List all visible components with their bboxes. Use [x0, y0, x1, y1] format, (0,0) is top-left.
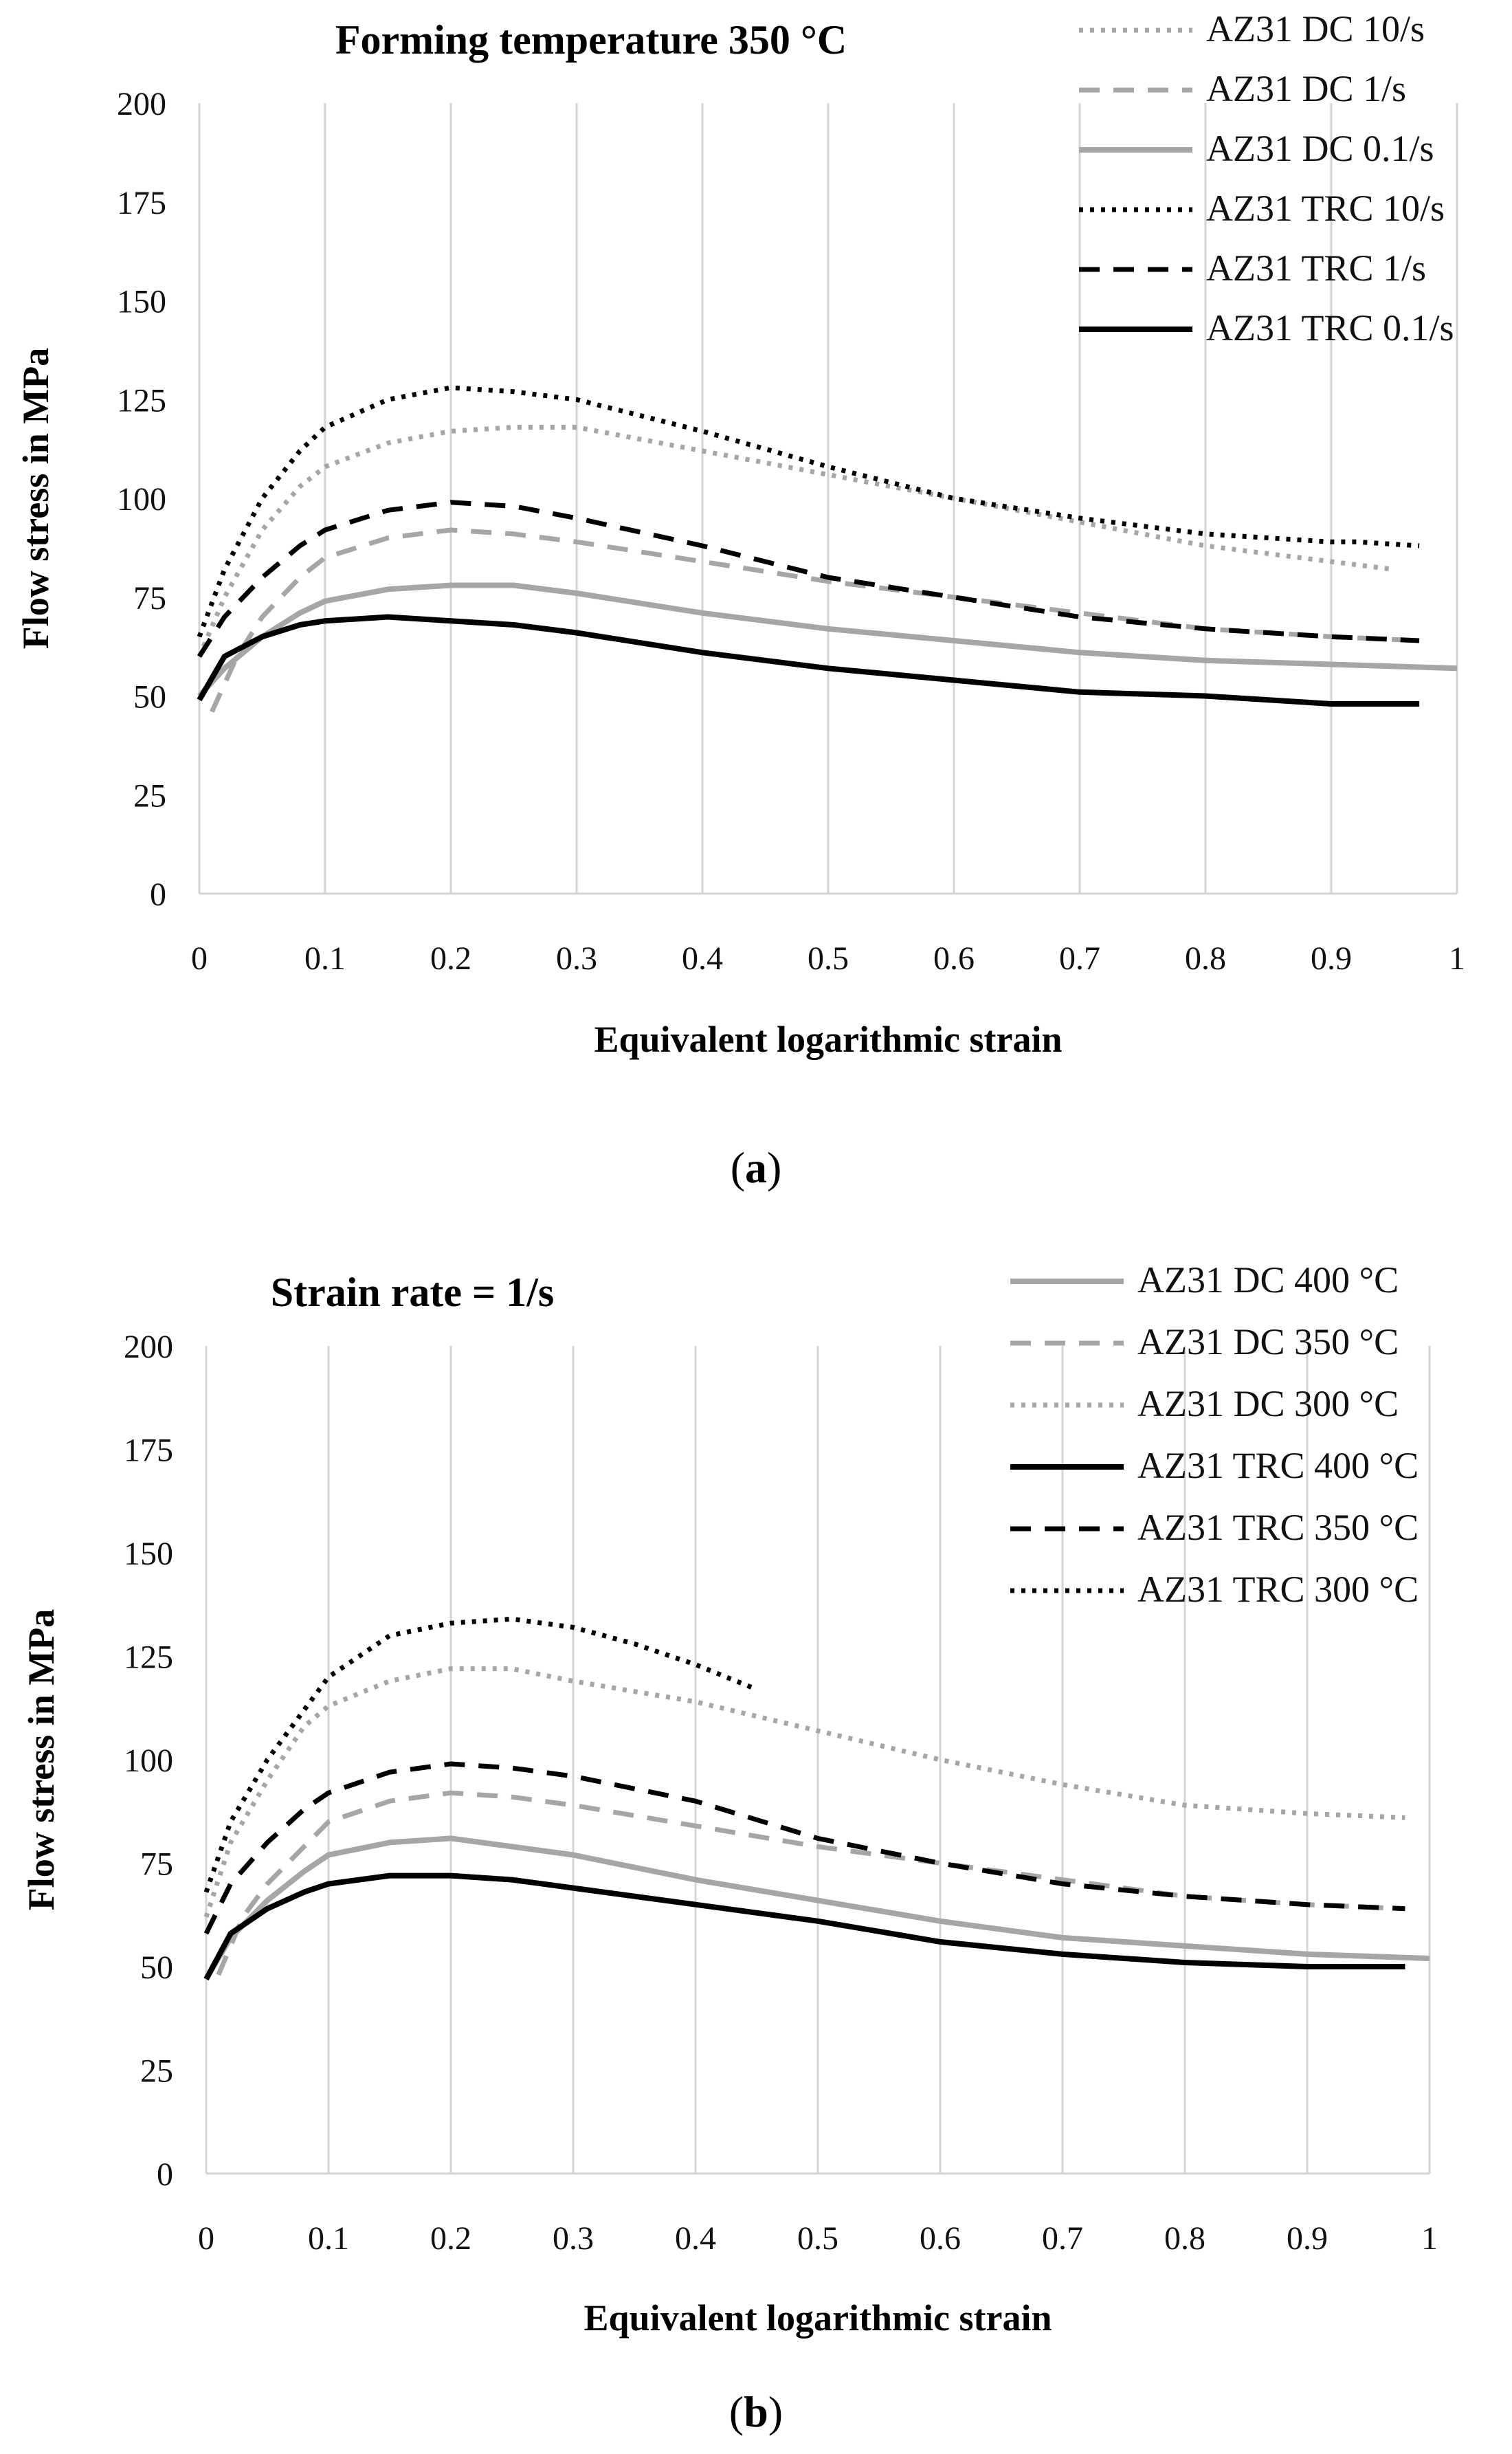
legend-label-6: AZ31 TRC 0.1/s — [1206, 307, 1454, 349]
x-tick-label: 0.1 — [304, 940, 346, 977]
y-tick-label: 200 — [124, 1329, 173, 1365]
series-line-1 — [203, 1835, 1430, 1981]
x-tick-label: 0.2 — [430, 940, 471, 977]
series-line-4 — [203, 1872, 1405, 1980]
x-tick-label: 0 — [198, 2220, 214, 2257]
y-tick-label: 75 — [133, 580, 166, 617]
x-tick-label: 0.4 — [675, 2220, 716, 2257]
y-axis-label: Flow stress in MPa — [21, 1609, 62, 1910]
legend-label-2: AZ31 DC 350 °C — [1137, 1321, 1399, 1362]
chart-title: Forming temperature 350 °C — [335, 17, 847, 63]
legend-label-1: AZ31 DC 10/s — [1206, 8, 1425, 49]
x-tick-label: 0.3 — [553, 2220, 594, 2257]
y-tick-label: 100 — [124, 1743, 173, 1779]
legend-label-5: AZ31 TRC 350 °C — [1137, 1507, 1419, 1548]
caption-close-paren: ) — [768, 2387, 783, 2436]
y-tick-label: 150 — [124, 1536, 173, 1572]
series-line-5 — [203, 1761, 1405, 1935]
panel-caption: (b) — [729, 2387, 783, 2436]
series-line-5 — [197, 500, 1420, 658]
x-tick-label: 0.7 — [1042, 2220, 1083, 2257]
y-tick-label: 0 — [157, 2156, 173, 2193]
x-axis-label: Equivalent logarithmic strain — [594, 1019, 1062, 1060]
legend-label-2: AZ31 DC 1/s — [1206, 68, 1406, 109]
legend-label-6: AZ31 TRC 300 °C — [1137, 1569, 1419, 1610]
x-tick-label: 0.1 — [308, 2220, 349, 2257]
x-tick-label: 0.9 — [1287, 2220, 1328, 2257]
y-tick-label: 50 — [133, 679, 166, 716]
y-tick-label: 175 — [117, 185, 166, 221]
y-tick-label: 125 — [117, 382, 166, 419]
x-tick-label: 0.8 — [1164, 2220, 1205, 2257]
y-tick-label: 175 — [124, 1433, 173, 1469]
legend-label-4: AZ31 TRC 400 °C — [1137, 1445, 1419, 1486]
series-line-2 — [210, 527, 1420, 713]
series-line-4 — [197, 385, 1420, 638]
legend: AZ31 DC 400 °C AZ31 DC 350 °C AZ31 DC 300 … — [1010, 1259, 1419, 1610]
y-tick-label: 25 — [133, 777, 166, 814]
x-tick-label: 0 — [191, 940, 208, 977]
legend-label-3: AZ31 DC 0.1/s — [1206, 128, 1434, 169]
x-tick-label: 0.6 — [933, 940, 975, 977]
y-tick-label: 200 — [117, 86, 166, 122]
chart-title: Strain rate = 1/s — [271, 1270, 554, 1315]
chart-panel-a: 0 25 50 75 100 125 150 175 200 0 0.1 0.2 0.3 0.4 0.5 0.… — [15, 8, 1465, 1192]
legend-label-5: AZ31 TRC 1/s — [1206, 247, 1426, 289]
x-tick-label: 0.4 — [682, 940, 723, 977]
panel-caption: (a) — [731, 1143, 782, 1192]
caption-letter: a — [745, 1143, 767, 1192]
y-tick-label: 50 — [140, 1949, 173, 1986]
x-tick-label: 0.2 — [430, 2220, 471, 2257]
y-tick-label: 125 — [124, 1639, 173, 1676]
legend-label-3: AZ31 DC 300 °C — [1137, 1383, 1399, 1424]
caption-open-paren: ( — [729, 2387, 744, 2436]
x-tick-label: 0.9 — [1311, 940, 1352, 977]
x-tick-label: 0.5 — [808, 940, 849, 977]
x-tick-label: 1 — [1421, 2220, 1438, 2257]
series-line-6 — [203, 1616, 758, 1893]
x-tick-label: 0.6 — [920, 2220, 961, 2257]
chart-panel-b: 0 25 50 75 100 125 150 175 200 0 0.1 0.2 0.3 0.4 0.5 0.… — [21, 1259, 1438, 2436]
x-tick-label: 0.8 — [1185, 940, 1226, 977]
y-tick-label: 100 — [117, 481, 166, 518]
series-line-6 — [197, 614, 1420, 707]
x-tick-label: 1 — [1449, 940, 1465, 977]
series-line-3 — [197, 582, 1458, 698]
x-tick-label: 0.5 — [797, 2220, 838, 2257]
caption-close-paren: ) — [767, 1143, 781, 1192]
legend-label-1: AZ31 DC 400 °C — [1137, 1259, 1399, 1301]
y-tick-label: 75 — [140, 1846, 173, 1883]
y-tick-label: 150 — [117, 284, 166, 320]
y-tick-label: 0 — [150, 876, 166, 913]
caption-open-paren: ( — [731, 1143, 745, 1192]
x-axis-label: Equivalent logarithmic strain — [583, 2297, 1052, 2339]
y-axis-label: Flow stress in MPa — [15, 348, 56, 649]
x-tick-label: 0.3 — [556, 940, 597, 977]
y-tick-label: 25 — [140, 2053, 173, 2090]
legend-label-4: AZ31 TRC 10/s — [1206, 188, 1445, 229]
legend: AZ31 DC 10/s AZ31 DC 1/s AZ31 DC 0.1/s AZ31… — [1079, 8, 1454, 349]
caption-letter: b — [744, 2387, 768, 2436]
x-tick-label: 0.7 — [1059, 940, 1100, 977]
